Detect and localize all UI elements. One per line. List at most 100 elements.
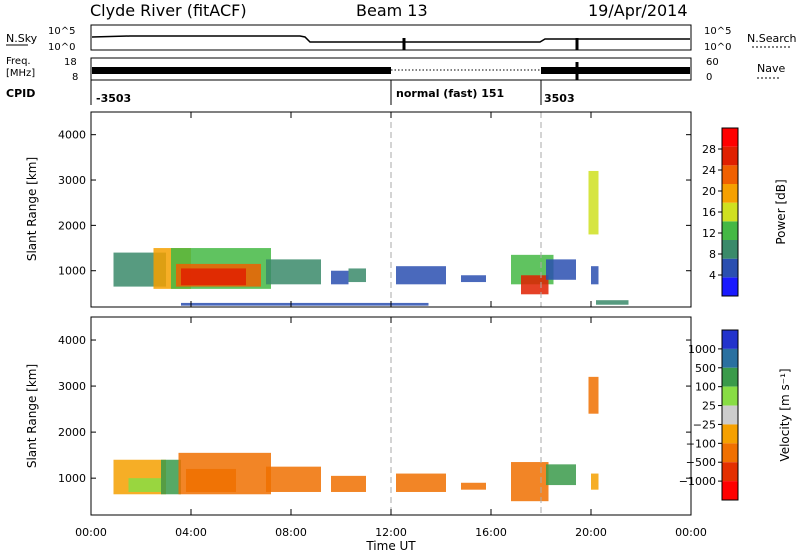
power-cbar-block-3 [722, 221, 738, 240]
velocity-cell-4 [186, 468, 236, 492]
power-colorbar-label: Power [dB] [774, 179, 788, 244]
velocity-cbar-tick-label-1: 500 [695, 362, 716, 375]
velocity-ytick-label-3000: 3000 [58, 380, 86, 393]
velocity-y-axis: 1000 2000 3000 4000 [58, 334, 691, 485]
velocity-data [113, 376, 599, 502]
nsearch-label: N.Search [747, 32, 797, 45]
power-cbar-block-1 [722, 258, 738, 278]
nsky-trace [91, 35, 690, 43]
power-cell-14 [591, 266, 599, 285]
velocity-cbar-tick-label-5: −100 [686, 437, 716, 450]
nsky-tick-bottom: 10^0 [48, 42, 75, 53]
velocity-cbar-block-6 [722, 443, 738, 463]
freq-panel: Freq. [MHz] 18 8 60 0 Nave [6, 56, 785, 83]
power-cell-5 [266, 259, 321, 285]
xtick-label-2: 08:00 [275, 526, 307, 539]
nsky-label: N.Sky [6, 32, 38, 45]
freq-label-1: Freq. [6, 56, 31, 67]
velocity-colorbar-frame [721, 329, 739, 501]
velocity-cell-5 [266, 466, 321, 492]
velocity-ylabel: Slant Range [km] [25, 364, 39, 468]
xtick-label-1: 04:00 [175, 526, 207, 539]
velocity-cbar-block-0 [722, 330, 738, 349]
velocity-cbar-block-7 [722, 462, 738, 482]
velocity-cell-2 [161, 459, 181, 495]
power-ytick-label-3000: 3000 [58, 174, 86, 187]
nsky-frame [90, 24, 692, 51]
power-cbar-block-7 [722, 146, 738, 166]
power-cbar-block-5 [722, 184, 738, 203]
freq-tick-bottom: 8 [72, 72, 78, 83]
power-cbar-tick-label-4: 4 [709, 269, 716, 282]
power-data [113, 170, 629, 306]
xtick-label-3: 12:00 [375, 526, 407, 539]
velocity-cell-7 [396, 473, 446, 492]
xtick-label-6: 00:00 [675, 526, 707, 539]
beam-label: Beam 13 [356, 1, 428, 20]
power-cell-12 [546, 259, 576, 280]
power-ylabel: Slant Range [km] [25, 157, 39, 261]
power-cell-8 [396, 266, 446, 285]
velocity-cbar-block-4 [722, 405, 738, 425]
velocity-ytick-label-2000: 2000 [58, 426, 86, 439]
power-cell-11 [521, 275, 549, 295]
cpid-row: CPID -3503 normal (fast) 151 3503 [6, 80, 575, 105]
velocity-cbar-block-5 [722, 424, 738, 444]
power-cell-15 [596, 300, 629, 305]
nave-label: Nave [757, 62, 785, 75]
velocity-cbar-tick-label-0: 1000 [688, 343, 716, 356]
nave-tick-bottom: 0 [706, 72, 712, 83]
power-colorbar-blocks [722, 128, 738, 296]
velocity-cell-9 [511, 462, 549, 502]
time-xlabel: Time UT [365, 539, 416, 553]
nsearch-tick-bottom: 10^0 [704, 42, 731, 53]
power-cbar-block-4 [722, 202, 738, 222]
power-cell-7 [348, 268, 366, 283]
velocity-cbar-tick-label-6: −500 [686, 456, 716, 469]
nave-tick-top: 60 [706, 57, 719, 68]
velocity-cbar-block-3 [722, 386, 738, 406]
power-cbar-block-2 [722, 240, 738, 259]
velocity-cell-1 [128, 478, 161, 492]
velocity-cell-12 [591, 473, 599, 490]
nsky-tick-top: 10^5 [48, 26, 75, 37]
xtick-label-0: 00:00 [75, 526, 107, 539]
power-cbar-block-6 [722, 165, 738, 184]
nsky-panel: N.Sky 10^5 10^0 10^5 10^0 N.Search [6, 24, 797, 53]
power-cbar-tick-label-28: 28 [702, 143, 716, 156]
xtick-label-5: 20:00 [575, 526, 607, 539]
power-cbar-tick-label-12: 12 [702, 227, 716, 240]
station-title: Clyde River (fitACF) [90, 1, 247, 20]
power-cbar-block-8 [722, 128, 738, 147]
power-cell-16 [181, 302, 429, 306]
power-cbar-tick-label-24: 24 [702, 164, 716, 177]
power-panel: 1000 2000 3000 4000 Slant Range [km] [25, 111, 692, 308]
power-cbar-block-0 [722, 277, 738, 296]
power-cell-4 [181, 268, 246, 286]
velocity-colorbar-blocks [722, 330, 738, 500]
velocity-cbar-tick-label-4: −25 [693, 418, 716, 431]
velocity-cbar-tick-label-3: 25 [702, 400, 716, 413]
power-colorbar-ticks: 4 8 12 16 20 24 28 [702, 143, 722, 282]
velocity-x-axis: 00:00 04:00 08:00 12:00 16:00 20:00 00:00 [75, 317, 707, 539]
velocity-cell-11 [588, 376, 599, 414]
velocity-cell-6 [331, 475, 366, 492]
velocity-cbar-tick-label-2: 100 [695, 381, 716, 394]
velocity-cbar-block-1 [722, 348, 738, 368]
power-colorbar: 4 8 12 16 20 24 28 Power [dB] [702, 127, 788, 297]
power-cbar-tick-label-16: 16 [702, 206, 716, 219]
power-cbar-tick-label-8: 8 [709, 248, 716, 261]
cpid-label: CPID [6, 87, 35, 100]
velocity-cbar-block-2 [722, 367, 738, 387]
cpid-segment-3: 3503 [544, 92, 575, 105]
power-ytick-label-2000: 2000 [58, 219, 86, 232]
power-y-axis: 1000 2000 3000 4000 [58, 129, 691, 278]
velocity-colorbar: 1000 500 100 25 −25 −100 −500 −1000 Velocity [m… [679, 329, 792, 501]
velocity-cbar-tick-label-7: −1000 [679, 475, 716, 488]
power-cell-6 [331, 270, 349, 285]
xtick-label-4: 16:00 [475, 526, 507, 539]
velocity-cell-8 [461, 482, 486, 490]
power-x-axis [90, 112, 692, 307]
velocity-cbar-block-8 [722, 481, 738, 500]
